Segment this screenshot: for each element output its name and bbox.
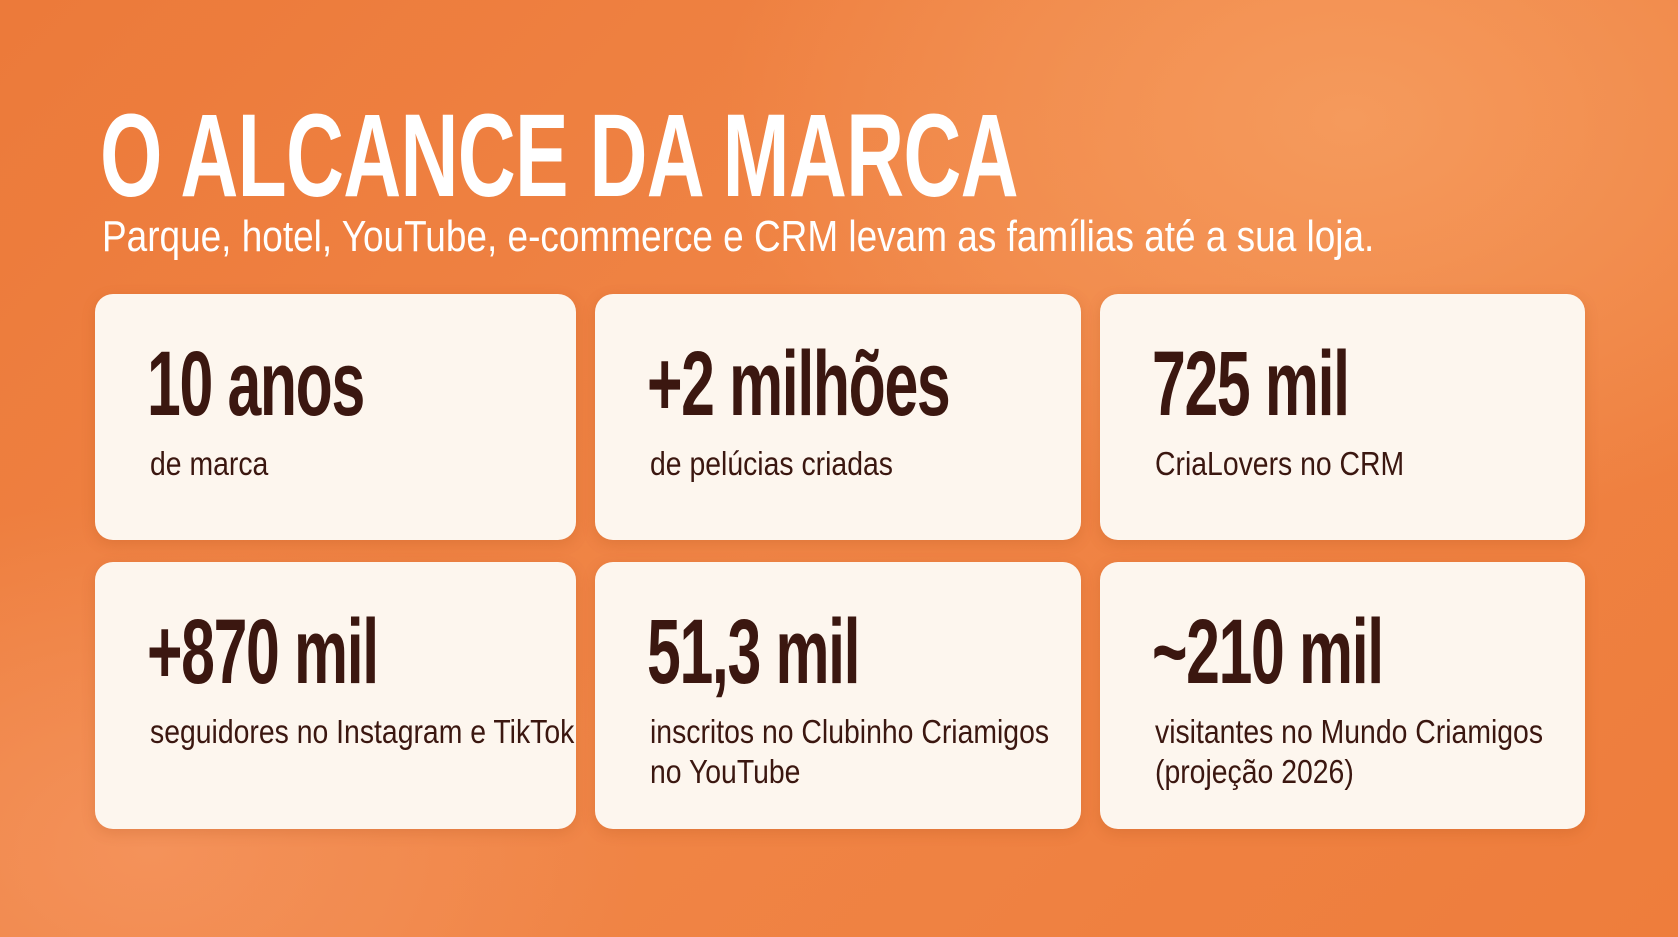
stat-value: +2 milhões <box>647 333 951 435</box>
stat-value: 725 mil <box>1152 333 1350 435</box>
stat-label: de marca <box>150 444 268 484</box>
label-line: no YouTube <box>650 753 801 790</box>
stat-label: seguidores no Instagram e TikTok <box>150 712 574 752</box>
stat-label: de pelúcias criadas <box>650 444 893 484</box>
subtitle: Parque, hotel, YouTube, e-commerce e CRM… <box>102 212 1375 261</box>
label-line: (projeção 2026) <box>1155 753 1354 790</box>
label-line: de pelúcias criadas <box>650 445 893 482</box>
stat-value: 51,3 mil <box>647 601 861 703</box>
stat-label: visitantes no Mundo Criamigos (projeção 2… <box>1155 712 1543 792</box>
label-line: seguidores no Instagram e TikTok <box>150 713 575 750</box>
stat-card: +870 mil seguidores no Instagram e TikTok <box>95 562 576 829</box>
label-line: visitantes no Mundo Criamigos <box>1155 713 1544 750</box>
label-line: inscritos no Clubinho Criamigos <box>650 713 1050 750</box>
stat-value: 10 anos <box>147 333 365 435</box>
label-line: de marca <box>150 445 269 482</box>
stat-value: ~210 mil <box>1152 601 1384 703</box>
stat-card: 51,3 mil inscritos no Clubinho Criamigos n… <box>595 562 1081 829</box>
stat-card: +2 milhões de pelúcias criadas <box>595 294 1081 540</box>
stat-label: inscritos no Clubinho Criamigos no YouTub… <box>650 712 1049 792</box>
stat-card: 10 anos de marca <box>95 294 576 540</box>
stat-value: +870 mil <box>147 601 379 703</box>
stat-card: 725 mil CriaLovers no CRM <box>1100 294 1585 540</box>
stat-label: CriaLovers no CRM <box>1155 444 1404 484</box>
stat-card: ~210 mil visitantes no Mundo Criamigos (pr… <box>1100 562 1585 829</box>
label-line: CriaLovers no CRM <box>1155 445 1405 482</box>
title: O ALCANCE DA MARCA <box>100 90 1019 222</box>
